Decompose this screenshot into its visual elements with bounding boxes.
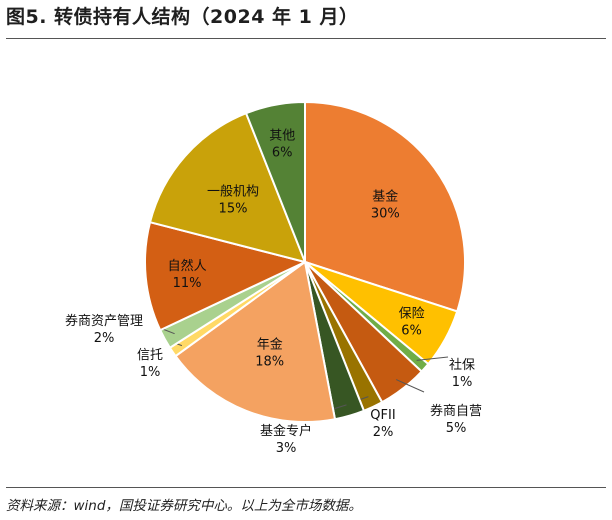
pie-chart: 基金 30% 保险 6% 社保 1% 券商自营 5% QFII 2% 基金专户 3% 年金 18% 信托 1%… xyxy=(65,100,482,456)
slice-value-label-2: 6% xyxy=(401,324,422,339)
slice-value-label-7: 18% xyxy=(255,354,284,369)
slice-value-label-6: 3% xyxy=(276,441,297,456)
slice-name-label-5: QFII xyxy=(370,408,395,423)
slice-value-label-9: 2% xyxy=(94,331,115,346)
slice-name-label-7: 年金 xyxy=(257,336,283,352)
pie-slice-12 xyxy=(244,100,306,263)
pie-slice-10 xyxy=(144,220,308,332)
slice-value-label-1: 30% xyxy=(371,207,400,222)
slice-name-label-12: 其他 xyxy=(269,129,295,144)
slice-value-label-3: 1% xyxy=(452,375,473,390)
slice-value-label-4: 5% xyxy=(446,421,467,436)
slice-value-label-8: 1% xyxy=(140,365,161,380)
slice-name-label-9: 券商资产管理 xyxy=(65,313,143,329)
slice-name-label-1: 基金 xyxy=(372,189,398,205)
slice-name-label-6: 基金专户 xyxy=(260,423,312,439)
slice-name-label-3: 社保 xyxy=(449,357,475,373)
source-note: 资料来源：wind，国投证券研究中心。以上为全市场数据。 xyxy=(6,498,362,514)
leader-line-4 xyxy=(395,379,425,393)
slice-value-label-11: 15% xyxy=(219,202,248,217)
leader-line-3 xyxy=(416,356,449,361)
slice-value-label-5: 2% xyxy=(373,425,394,440)
slice-value-label-12: 6% xyxy=(272,146,293,161)
slice-name-label-2: 保险 xyxy=(399,307,425,322)
footer-divider xyxy=(6,487,606,488)
chart-title: 图5. 转债持有人结构（2024 年 1 月） xyxy=(6,6,359,28)
pie-slice-7 xyxy=(174,260,337,424)
slice-value-label-10: 11% xyxy=(173,276,202,291)
pie-slice-11 xyxy=(148,111,307,264)
slice-name-label-10: 自然人 xyxy=(168,258,207,274)
title-divider xyxy=(6,38,606,39)
pie-slice-1 xyxy=(304,100,466,313)
slice-name-label-8: 信托 xyxy=(137,348,163,363)
slice-name-label-4: 券商自营 xyxy=(430,403,482,419)
slice-name-label-11: 一般机构 xyxy=(207,184,259,200)
